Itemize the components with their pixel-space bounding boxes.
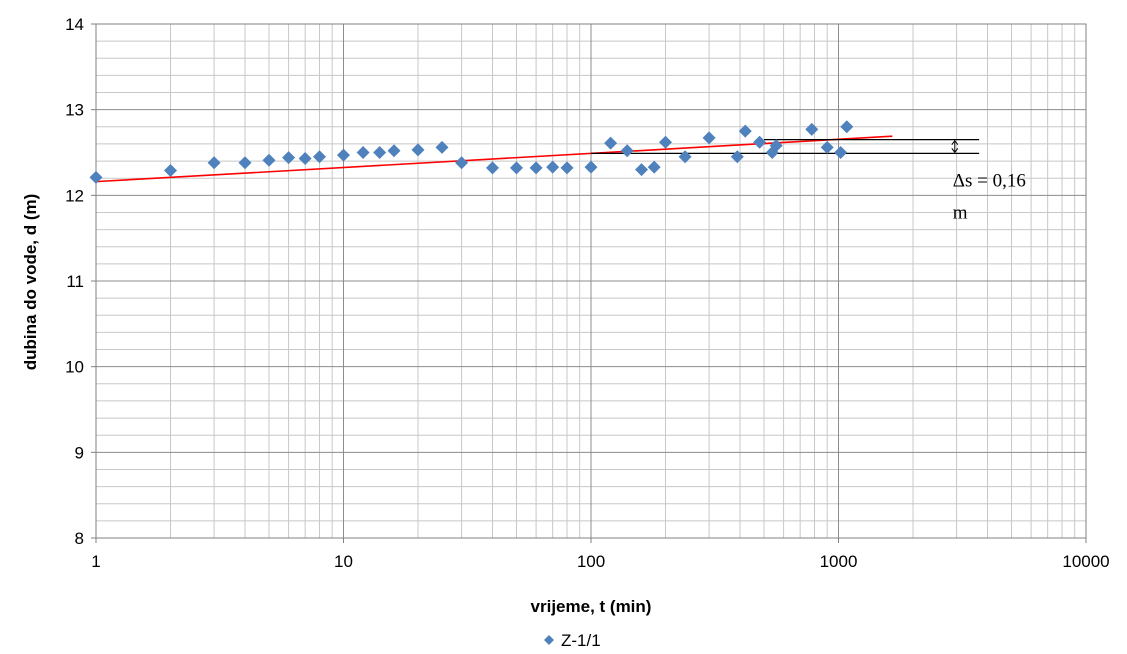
data-point	[387, 144, 401, 158]
data-point	[678, 150, 692, 164]
x-axis-ticks: 1 10 100 1000 10000	[91, 538, 1110, 571]
data-point	[820, 140, 834, 154]
x-axis-title: vrijeme, t (min)	[531, 597, 652, 616]
data-point	[635, 163, 649, 177]
data-point	[769, 139, 783, 153]
y-tick-label: 13	[65, 101, 84, 120]
y-tick-label: 10	[65, 358, 84, 377]
y-tick-label: 9	[75, 443, 84, 462]
data-point	[373, 146, 387, 159]
data-point	[164, 163, 178, 177]
data-point	[753, 135, 767, 149]
data-point	[89, 170, 103, 184]
delta-s-unit: m	[953, 202, 968, 223]
data-point	[604, 136, 618, 150]
data-point	[509, 161, 523, 175]
data-point	[659, 135, 673, 149]
data-point	[730, 150, 744, 164]
data-points	[89, 120, 854, 184]
data-point	[486, 161, 500, 175]
data-point	[356, 146, 370, 159]
data-point	[647, 160, 661, 174]
data-point	[313, 150, 327, 164]
data-point	[840, 120, 854, 134]
data-point	[262, 153, 276, 167]
y-axis-title: dubina do vode, d (m)	[21, 194, 40, 371]
data-point	[546, 160, 560, 174]
legend: Z-1/1	[544, 631, 601, 650]
delta-arrow-head-down	[951, 148, 959, 154]
data-point	[529, 161, 543, 175]
data-point	[435, 140, 449, 154]
data-point	[805, 122, 819, 136]
data-point	[238, 156, 252, 170]
data-point	[207, 156, 221, 170]
data-point	[455, 156, 469, 170]
y-axis-ticks: 8 9 10 11 12 13 14	[65, 15, 96, 548]
y-tick-label: 8	[75, 529, 84, 548]
x-tick-label: 1000	[820, 552, 858, 571]
x-tick-label: 1	[91, 552, 100, 571]
data-point	[738, 124, 752, 138]
x-tick-label: 10	[334, 552, 353, 571]
legend-label: Z-1/1	[561, 631, 601, 650]
major-gridlines	[95, 23, 1087, 539]
delta-s-annotation: Δs = 0,16 m	[591, 138, 1026, 223]
delta-arrow-head-up	[951, 139, 959, 145]
data-point	[702, 131, 716, 145]
y-tick-label: 12	[65, 186, 84, 205]
data-point	[282, 151, 296, 165]
y-tick-label: 11	[66, 272, 84, 291]
data-point	[337, 148, 350, 162]
delta-s-label: Δs = 0,16	[953, 170, 1026, 191]
y-tick-label: 14	[65, 15, 84, 34]
data-point	[411, 143, 425, 157]
x-tick-label: 100	[577, 552, 605, 571]
data-point	[834, 146, 848, 159]
data-point	[560, 161, 574, 175]
data-point	[620, 144, 634, 158]
legend-marker	[544, 635, 554, 645]
data-point	[298, 151, 312, 165]
x-tick-label: 10000	[1062, 552, 1109, 571]
data-point	[584, 160, 598, 174]
